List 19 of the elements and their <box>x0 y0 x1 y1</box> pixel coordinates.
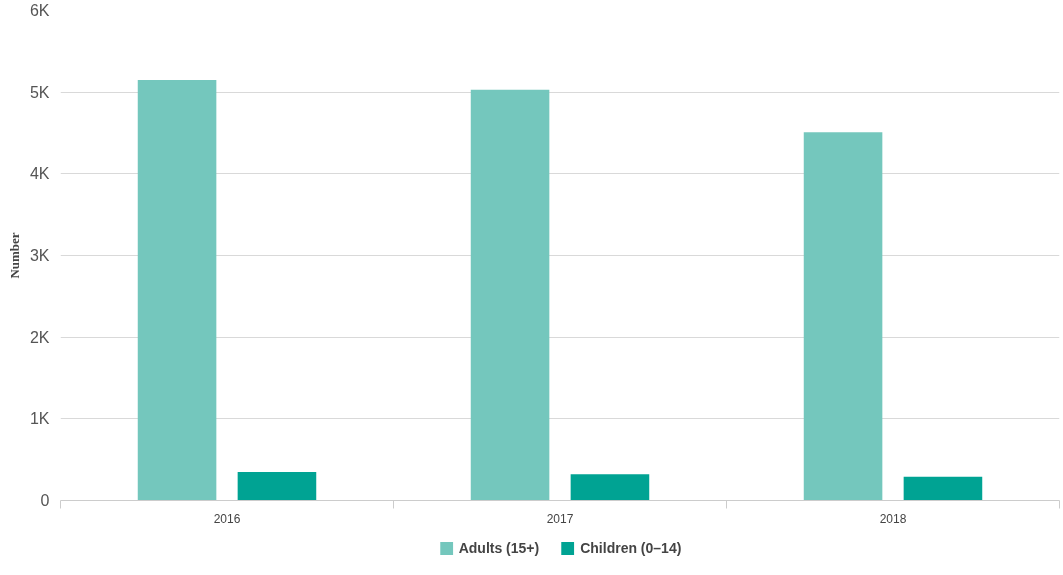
x-tick-label: 2017 <box>546 511 574 526</box>
bar <box>803 132 883 501</box>
y-tick-label: 0 <box>40 492 50 509</box>
x-tick-label: 2016 <box>213 511 241 526</box>
y-tick-label: 5K <box>29 83 50 101</box>
bar <box>137 79 217 501</box>
y-tick-label: 4K <box>29 165 50 183</box>
x-tick-label: 2018 <box>879 511 907 526</box>
y-axis-title: Number <box>6 232 22 279</box>
bar <box>903 476 983 501</box>
legend-label: Children (0–14) <box>580 539 682 556</box>
bar <box>570 474 650 501</box>
y-tick-label: 6K <box>29 2 50 19</box>
y-tick-label: 1K <box>29 410 50 428</box>
bar <box>237 471 317 501</box>
legend-label: Adults (15+) <box>458 539 540 556</box>
y-tick-label: 2K <box>29 328 50 346</box>
y-tick-label: 3K <box>29 247 50 264</box>
bar <box>470 89 550 501</box>
